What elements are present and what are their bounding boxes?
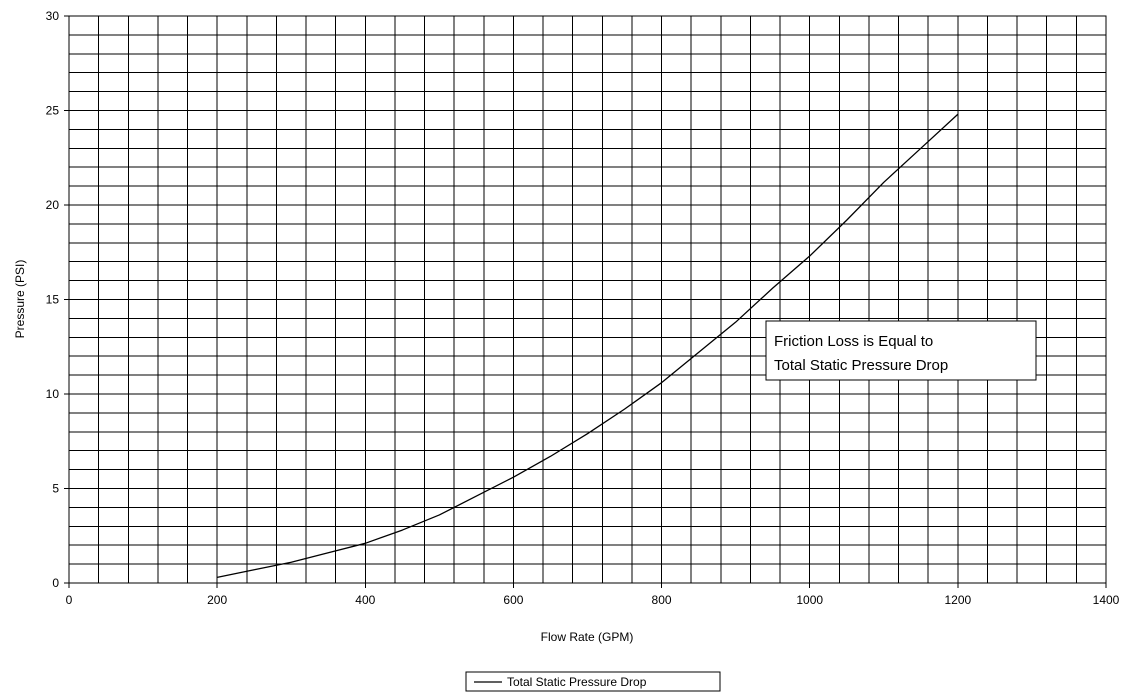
x-tick-label: 400 (355, 593, 375, 607)
y-tick-label: 15 (46, 293, 60, 307)
y-axis-title: Pressure (PSI) (13, 260, 27, 339)
series-layer (217, 113, 959, 578)
y-tick-label: 30 (46, 9, 60, 23)
x-tick-label: 1000 (796, 593, 823, 607)
x-tick-label: 800 (652, 593, 672, 607)
annotation-frame (765, 320, 1037, 381)
y-tick-label: 20 (46, 198, 60, 212)
y-tick-label: 25 (46, 104, 60, 118)
legend: Total Static Pressure Drop (465, 671, 721, 692)
x-tick-label: 600 (503, 593, 523, 607)
series-line-total-static-pressure-drop (217, 113, 959, 578)
x-axis-title: Flow Rate (GPM) (541, 630, 634, 644)
legend-label: Total Static Pressure Drop (507, 675, 647, 689)
annotation-box: Friction Loss is Equal to Total Static P… (765, 320, 1037, 381)
y-tick-label: 5 (52, 482, 59, 496)
y-tick-label: 0 (52, 576, 59, 590)
annotation-line-2: Total Static Pressure Drop (774, 357, 948, 374)
x-tick-label: 1200 (945, 593, 972, 607)
x-tick-label: 1400 (1093, 593, 1120, 607)
y-tick-label: 10 (46, 387, 60, 401)
grid-layer (68, 15, 1107, 584)
legend-frame (465, 671, 721, 692)
x-tick-label: 0 (66, 593, 73, 607)
tick-layer: 0 200 400 600 800 1000 1200 1400 0 5 10 15 20 25 30 (46, 9, 1120, 607)
annotation-line-1: Friction Loss is Equal to (774, 333, 933, 350)
x-tick-label: 200 (207, 593, 227, 607)
